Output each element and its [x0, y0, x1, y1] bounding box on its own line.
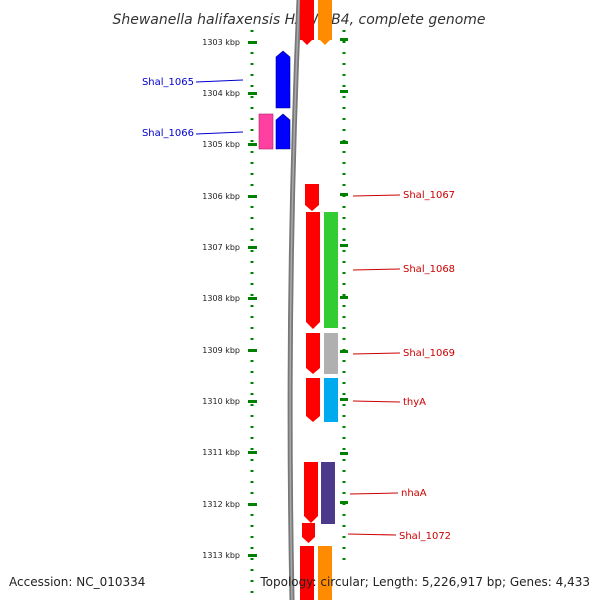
tick-label: 1307 kbp	[202, 243, 240, 252]
left-features	[258, 50, 291, 150]
tick-mark	[248, 297, 257, 300]
tick-mark	[340, 350, 348, 353]
cds-feature-nhaa[interactable]	[304, 462, 318, 523]
tick-label: 1309 kbp	[202, 346, 240, 355]
gene-label-shal-1068[interactable]: Shal_1068	[403, 264, 455, 275]
gene-label-thya[interactable]: thyA	[403, 397, 426, 408]
leader-line	[352, 268, 401, 271]
tick-label: 1313 kbp	[202, 551, 240, 560]
gene-label-shal-1065[interactable]: Shal_1065	[142, 77, 194, 88]
tick-label: 1310 kbp	[202, 397, 240, 406]
tick-label: 1311 kbp	[202, 448, 240, 457]
gene-label-shal-1072[interactable]: Shal_1072	[399, 531, 451, 542]
tick-label: 1306 kbp	[202, 192, 240, 201]
tick-mark	[248, 503, 257, 506]
gene-feature-shal-1068[interactable]	[324, 212, 338, 328]
gene-feature-shal-1066[interactable]	[275, 113, 291, 150]
gene-label-shal-1067[interactable]: Shal_1067	[403, 190, 455, 201]
tick-mark	[248, 246, 257, 249]
leader-line	[195, 79, 244, 83]
topology-text: Topology: circular; Length: 5,226,917 bp…	[259, 575, 590, 589]
gene-label-shal-1066[interactable]: Shal_1066	[142, 128, 194, 139]
tick-mark	[340, 296, 348, 299]
scale-ticks	[248, 38, 348, 557]
tick-label: 1305 kbp	[202, 140, 240, 149]
gene-label-shal-1069[interactable]: Shal_1069	[403, 348, 455, 359]
cds-feature-thya[interactable]	[306, 378, 320, 422]
tick-mark	[248, 143, 257, 146]
cds-feature-shal-1072[interactable]	[302, 523, 315, 543]
scale-labels: 1303 kbp 1304 kbp 1305 kbp 1306 kbp 1307…	[202, 38, 240, 560]
tick-mark	[340, 193, 348, 196]
tick-label: 1312 kbp	[202, 500, 240, 509]
tick-mark	[340, 141, 348, 144]
tick-mark	[248, 349, 257, 352]
tick-mark	[340, 90, 348, 93]
tick-mark	[340, 501, 348, 504]
pseudogene-feature[interactable]	[258, 113, 274, 150]
gene-feature-nhaa[interactable]	[321, 462, 335, 524]
tick-mark	[248, 41, 257, 44]
right-features	[300, 0, 338, 600]
gene-feature-shal-1065[interactable]	[275, 50, 291, 109]
accession-text: Accession: NC_010334	[9, 575, 145, 589]
tick-mark	[248, 554, 257, 557]
gene-feature-shal-1069[interactable]	[324, 333, 338, 374]
leader-line	[352, 194, 401, 197]
leader-line	[195, 131, 244, 135]
gene-label-nhaa[interactable]: nhaA	[401, 488, 427, 499]
tick-mark	[340, 244, 348, 247]
tick-mark	[248, 400, 257, 403]
cds-feature-tip	[300, 38, 314, 45]
tick-mark	[340, 398, 348, 401]
leader-line	[352, 400, 401, 403]
leader-line	[347, 533, 397, 536]
leader-line	[349, 492, 399, 495]
tick-mark	[340, 38, 348, 41]
gene-feature[interactable]	[318, 0, 332, 40]
tick-label: 1308 kbp	[202, 294, 240, 303]
cds-feature[interactable]	[300, 546, 314, 600]
gene-feature[interactable]	[318, 546, 332, 600]
cds-feature-shal-1067[interactable]	[305, 184, 319, 211]
tick-label: 1304 kbp	[202, 89, 240, 98]
gene-labels: Shal_1065 Shal_1066 Shal_1067 Shal_1068 …	[142, 77, 455, 542]
tick-mark	[248, 451, 257, 454]
label-leaders	[195, 79, 401, 536]
tick-mark	[248, 92, 257, 95]
genome-backbone-highlight	[289, 0, 300, 600]
gene-feature-thya[interactable]	[324, 378, 338, 422]
leader-line	[352, 352, 401, 355]
tick-label: 1303 kbp	[202, 38, 240, 47]
tick-mark	[248, 195, 257, 198]
cds-feature-shal-1068[interactable]	[306, 212, 320, 329]
gene-feature-tip	[318, 38, 332, 45]
cds-feature[interactable]	[300, 0, 314, 40]
cds-feature-shal-1069[interactable]	[306, 333, 320, 374]
tick-mark	[340, 452, 348, 455]
